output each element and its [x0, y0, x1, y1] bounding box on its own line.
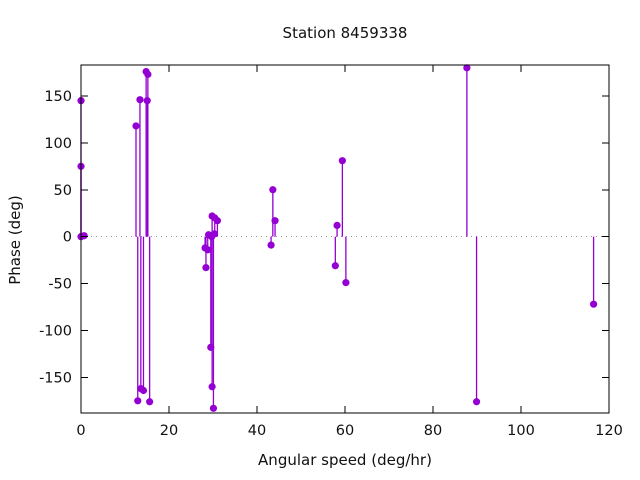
x-tick-label: 20: [160, 423, 178, 439]
data-point: [207, 343, 215, 351]
data-point: [213, 217, 221, 225]
data-point: [132, 122, 140, 130]
data-point: [143, 97, 151, 105]
data-point: [267, 241, 275, 249]
x-tick-label: 60: [336, 423, 354, 439]
data-point: [209, 404, 218, 412]
data-point: [331, 262, 339, 270]
data-point: [472, 398, 481, 406]
data-point: [146, 398, 154, 406]
data-point: [463, 64, 471, 72]
x-tick-label: 40: [248, 423, 266, 439]
y-tick-label: 100: [44, 136, 72, 152]
y-tick-label: 150: [44, 89, 72, 105]
data-point: [139, 386, 148, 395]
data-point: [269, 186, 277, 194]
y-tick-label: -50: [48, 277, 72, 293]
data-point: [590, 300, 598, 308]
data-point: [80, 232, 88, 240]
x-axis-label: Angular speed (deg/hr): [258, 451, 432, 469]
data-point: [333, 221, 341, 229]
data-point: [208, 383, 216, 391]
plot-border: [80, 64, 610, 414]
y-axis-label: Phase (deg): [6, 195, 24, 285]
y-tick-label: 50: [54, 183, 72, 199]
data-point: [144, 70, 152, 78]
x-tick-label: 100: [507, 423, 535, 439]
chart-title: Station 8459338: [282, 24, 408, 42]
data-point: [342, 279, 350, 287]
data-point: [134, 397, 142, 405]
data-point: [210, 230, 218, 238]
data-point: [136, 96, 144, 104]
data-point: [338, 157, 346, 165]
y-tick-label: -150: [39, 370, 72, 386]
x-tick-label: 80: [424, 423, 442, 439]
data-point: [271, 217, 279, 225]
y-tick-label: 0: [63, 230, 72, 246]
x-tick-label: 120: [595, 423, 623, 439]
data-point: [204, 246, 212, 254]
data-point: [202, 264, 210, 272]
x-tick-label: 0: [76, 423, 85, 439]
y-tick-label: -100: [39, 323, 72, 339]
